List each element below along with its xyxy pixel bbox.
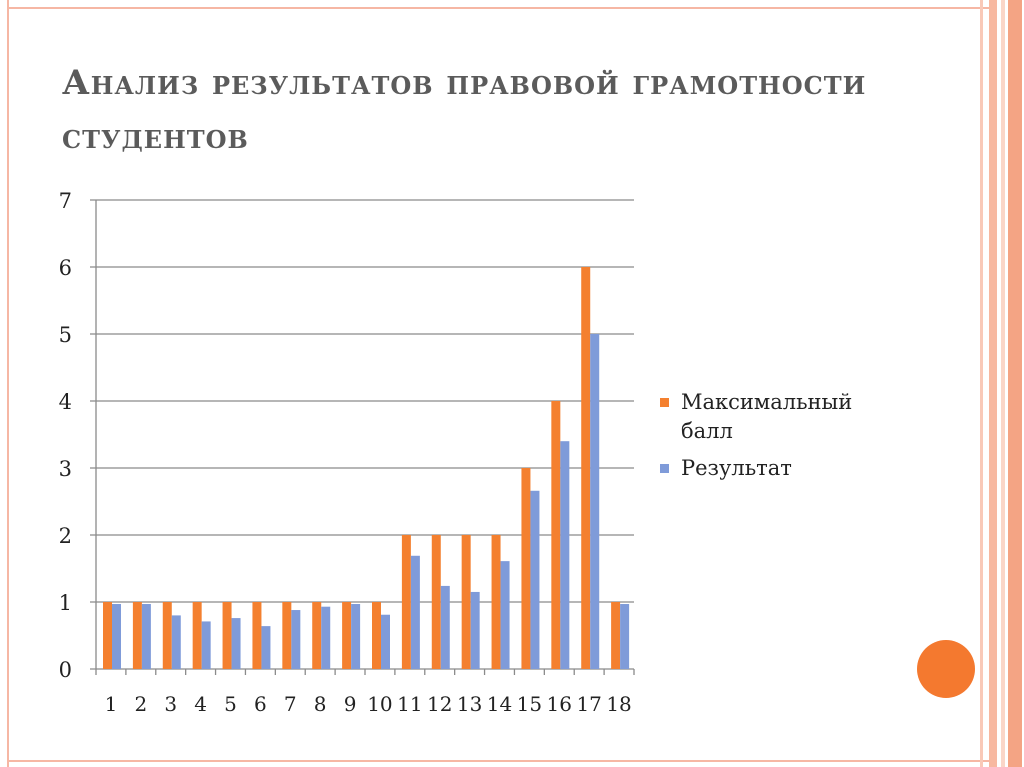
x-tick-label: 8	[314, 692, 327, 716]
x-tick-label: 16	[547, 692, 572, 716]
bar-max	[312, 602, 322, 669]
bar-result	[530, 490, 540, 669]
decor-stripe	[1001, 0, 1005, 767]
bar-result	[321, 606, 331, 669]
legend-item-result: Результат	[660, 454, 890, 483]
bar-max	[611, 602, 621, 669]
x-tick-label: 9	[344, 692, 357, 716]
decor-stripe	[989, 0, 997, 767]
x-tick-label: 13	[457, 692, 482, 716]
bar-result	[171, 615, 181, 669]
bar-max	[162, 602, 172, 669]
bar-max	[282, 602, 292, 669]
legend-label-result: Результат	[681, 456, 792, 480]
y-tick-label: 3	[59, 457, 72, 481]
bar-max	[581, 267, 591, 669]
x-tick-label: 5	[224, 692, 237, 716]
decor-stripe	[1008, 0, 1022, 767]
decor-stripe	[980, 0, 983, 767]
bar-max	[132, 602, 142, 669]
bar-max	[551, 401, 561, 669]
bar-max	[103, 602, 112, 669]
bar-max	[372, 602, 381, 669]
bar-result	[231, 618, 241, 669]
y-tick-label: 0	[59, 658, 72, 682]
decor-orange-circle	[917, 640, 975, 698]
bar-max	[491, 535, 501, 669]
legend-swatch-result	[660, 464, 669, 473]
bar-result	[351, 604, 361, 669]
x-tick-label: 3	[164, 692, 177, 716]
legend-swatch-max	[660, 398, 669, 407]
bar-max	[521, 468, 531, 669]
bar-result	[141, 604, 151, 669]
x-tick-label: 1	[105, 692, 118, 716]
frame-top-line	[7, 7, 989, 9]
chart-legend: Максимальный балл Результат	[660, 388, 890, 491]
bar-result	[500, 561, 510, 669]
bar-max	[342, 602, 352, 669]
y-tick-label: 1	[59, 591, 72, 615]
x-tick-label: 14	[487, 692, 512, 716]
y-tick-label: 6	[59, 256, 72, 280]
bar-result	[261, 626, 271, 669]
y-tick-label: 2	[59, 524, 72, 548]
bar-result	[410, 555, 420, 669]
x-tick-label: 4	[194, 692, 207, 716]
bar-max	[222, 602, 232, 669]
bar-result	[112, 604, 121, 669]
bar-result	[440, 585, 450, 669]
y-tick-label: 5	[59, 323, 72, 347]
x-tick-label: 2	[134, 692, 147, 716]
x-tick-label: 17	[576, 692, 601, 716]
bar-max	[431, 535, 441, 669]
bar-max	[252, 602, 262, 669]
legend-item-max: Максимальный балл	[660, 388, 890, 446]
bar-result	[590, 334, 600, 669]
x-tick-label: 6	[254, 692, 267, 716]
bar-result	[291, 610, 301, 669]
x-tick-label: 15	[517, 692, 542, 716]
x-tick-label: 10	[367, 692, 392, 716]
bar-result	[560, 441, 570, 669]
bar-max	[192, 602, 202, 669]
x-tick-label: 12	[427, 692, 452, 716]
x-tick-label: 7	[284, 692, 297, 716]
x-tick-label: 18	[606, 692, 631, 716]
legend-label-max: Максимальный балл	[681, 390, 853, 443]
bar-max	[461, 535, 471, 669]
bar-result	[470, 591, 480, 669]
bar-result	[201, 621, 211, 669]
x-tick-label: 11	[397, 692, 422, 716]
bar-result	[381, 614, 390, 669]
bar-max	[401, 535, 411, 669]
y-tick-label: 4	[59, 390, 72, 414]
frame-bottom-line	[7, 760, 989, 762]
frame-left-line	[7, 0, 9, 767]
bar-result	[620, 604, 630, 669]
slide-title: Анализ результатов правовой грамотности …	[62, 63, 867, 157]
y-tick-label: 7	[59, 189, 72, 213]
